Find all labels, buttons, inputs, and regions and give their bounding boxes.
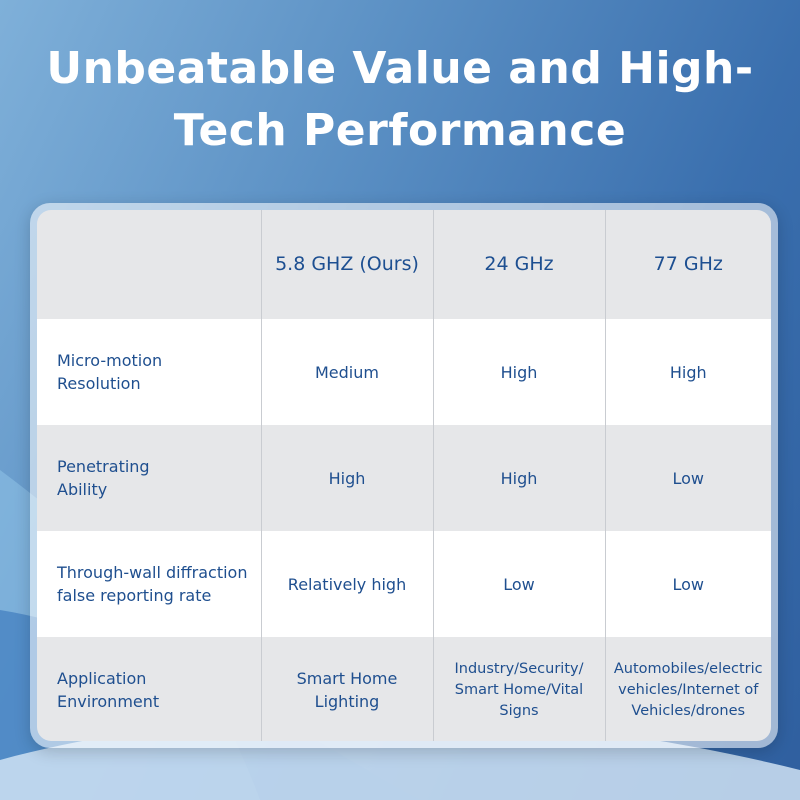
table-row-application: Application Environment Smart Home Light…	[37, 637, 771, 741]
cell-line: Vehicles/drones	[631, 702, 746, 719]
cell-line: vehicles/Internet of	[618, 681, 759, 698]
table-row-penetrating: Penetrating Ability High High Low	[37, 425, 771, 531]
cell-77ghz: High	[604, 319, 771, 425]
cell-line: Automobiles/electric	[613, 660, 763, 677]
label-line: false reporting rate	[57, 586, 212, 605]
row-label-penetrating: Penetrating Ability	[37, 425, 261, 531]
cell-58ghz: High	[260, 425, 433, 531]
cell-58ghz: Relatively high	[260, 531, 433, 637]
label-line: Resolution	[57, 374, 141, 393]
header-77ghz: 77 GHz	[604, 210, 771, 319]
cell-line: Lighting	[314, 692, 380, 711]
header-24ghz: 24 GHz	[432, 210, 605, 319]
header-empty-cell	[37, 210, 261, 319]
cell-77ghz: Low	[604, 425, 771, 531]
table-row-through-wall: Through-wall diffraction false reporting…	[37, 531, 771, 637]
label-line: Environment	[57, 692, 160, 711]
table-row-micro-motion: Micro-motion Resolution Medium High High	[37, 319, 771, 425]
table-header-row: 5.8 GHZ (Ours) 24 GHz 77 GHz	[37, 210, 771, 319]
cell-77ghz: Low	[604, 531, 771, 637]
label-line: Ability	[57, 480, 108, 499]
cell-line: Signs	[499, 702, 539, 719]
cell-line: Smart Home/Vital	[454, 681, 584, 698]
headline-line-1: Unbeatable Value and High-	[46, 43, 754, 94]
frequency-comparison-table: 5.8 GHZ (Ours) 24 GHz 77 GHz Micro-motio…	[37, 210, 771, 741]
cell-24ghz: Industry/Security/ Smart Home/Vital Sign…	[432, 637, 605, 741]
comparison-card: 5.8 GHZ (Ours) 24 GHz 77 GHz Micro-motio…	[30, 203, 778, 748]
cell-58ghz: Medium	[260, 319, 433, 425]
cell-line: Smart Home	[296, 669, 398, 688]
cell-line: Industry/Security/	[454, 660, 584, 677]
label-line: Penetrating	[57, 457, 150, 476]
header-58ghz: 5.8 GHZ (Ours)	[260, 210, 433, 319]
headline-line-2: Tech Performance	[173, 105, 627, 156]
cell-77ghz: Automobiles/electric vehicles/Internet o…	[604, 637, 771, 741]
label-line: Through-wall diffraction	[57, 563, 248, 582]
cell-24ghz: High	[432, 425, 605, 531]
cell-24ghz: Low	[432, 531, 605, 637]
cell-58ghz: Smart Home Lighting	[260, 637, 433, 741]
label-line: Application	[57, 669, 147, 688]
label-line: Micro-motion	[57, 351, 163, 370]
cell-24ghz: High	[432, 319, 605, 425]
row-label-micro-motion: Micro-motion Resolution	[37, 319, 261, 425]
row-label-application: Application Environment	[37, 637, 261, 741]
comparison-table-wrapper: 5.8 GHZ (Ours) 24 GHz 77 GHz Micro-motio…	[37, 210, 771, 741]
page-headline: Unbeatable Value and High- Tech Performa…	[0, 38, 800, 162]
row-label-through-wall: Through-wall diffraction false reporting…	[37, 531, 261, 637]
